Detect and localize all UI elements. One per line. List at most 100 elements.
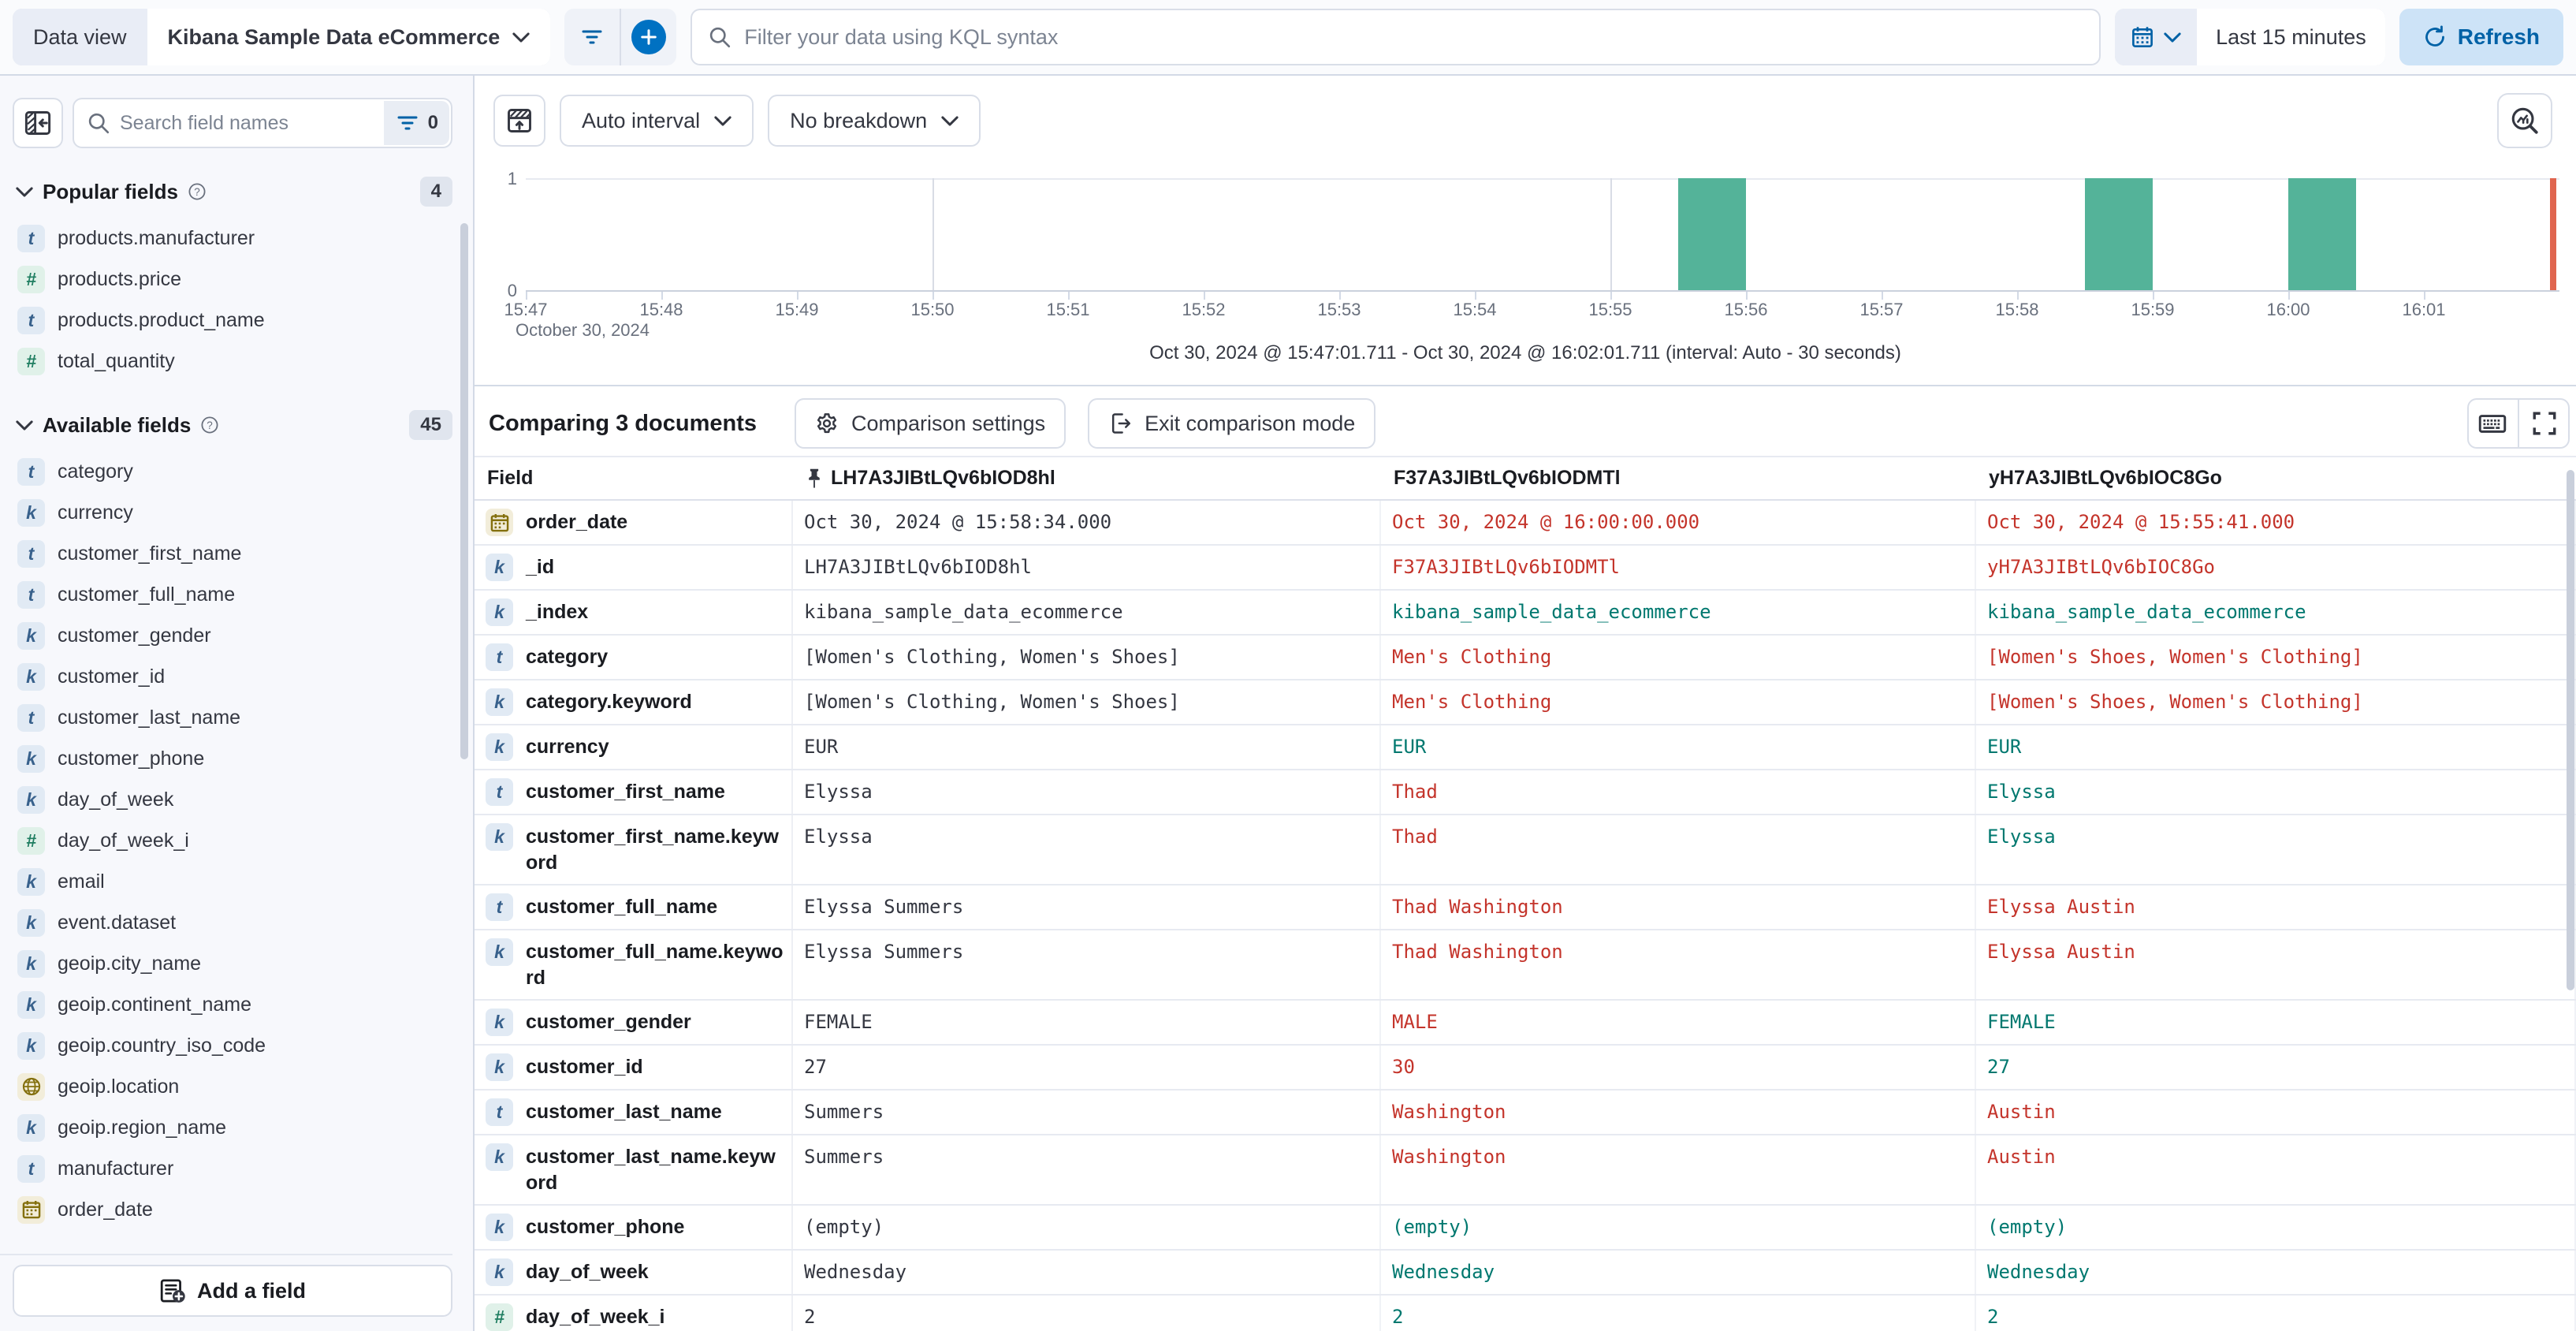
field-cell[interactable]: t customer_first_name: [475, 770, 793, 814]
field-cell[interactable]: k customer_last_name.keyword: [475, 1135, 793, 1204]
add-filter-button[interactable]: [626, 12, 672, 62]
date-picker-button[interactable]: [2115, 9, 2198, 65]
sidebar-field-geoip.country_iso_code[interactable]: k geoip.country_iso_code: [13, 1025, 452, 1066]
svg-text:?: ?: [207, 419, 214, 431]
sidebar-field-geoip.continent_name[interactable]: k geoip.continent_name: [13, 984, 452, 1025]
breakdown-select[interactable]: No breakdown: [768, 95, 981, 147]
plus-icon: [631, 20, 667, 54]
x-axis-tick-mark: [2424, 292, 2425, 300]
field-cell[interactable]: k currency: [475, 725, 793, 769]
table-row: t category [Women's Clothing, Women's Shoe…: [475, 636, 2576, 680]
sidebar-field-day_of_week[interactable]: k day_of_week: [13, 779, 452, 820]
field-cell[interactable]: t customer_last_name: [475, 1091, 793, 1134]
field-name: customer_full_name.keyword: [526, 941, 784, 989]
fullscreen-button[interactable]: [2519, 398, 2570, 449]
sidebar-field-email[interactable]: k email: [13, 861, 452, 902]
hide-chart-button[interactable]: [493, 95, 545, 147]
field-search-box[interactable]: 0: [73, 98, 452, 148]
doc-id-label: LH7A3JIBtLQv6bIOD8hl: [831, 467, 1055, 489]
field-cell[interactable]: k customer_full_name.keyword: [475, 930, 793, 999]
field-cell[interactable]: k category.keyword: [475, 680, 793, 724]
add-field-button[interactable]: Add a field: [13, 1265, 452, 1317]
field-cell[interactable]: k customer_first_name.keyword: [475, 815, 793, 884]
interval-select[interactable]: Auto interval: [560, 95, 754, 147]
time-picker: Last 15 minutes: [2115, 9, 2385, 65]
sidebar-field-customer_gender[interactable]: k customer_gender: [13, 615, 452, 656]
sidebar-field-customer_last_name[interactable]: t customer_last_name: [13, 697, 452, 738]
sidebar-field-geoip.region_name[interactable]: k geoip.region_name: [13, 1107, 452, 1148]
filter-menu-button[interactable]: [569, 12, 615, 62]
field-cell[interactable]: k customer_id: [475, 1046, 793, 1089]
field-cell[interactable]: k customer_phone: [475, 1206, 793, 1249]
doc-value-cell: Summers: [793, 1091, 1381, 1134]
sidebar-field-customer_first_name[interactable]: t customer_first_name: [13, 533, 452, 574]
sidebar-field-customer_full_name[interactable]: t customer_full_name: [13, 574, 452, 615]
sidebar-field-manufacturer[interactable]: t manufacturer: [13, 1148, 452, 1189]
popular-fields-label: Popular fields: [43, 179, 178, 203]
table-row: k category.keyword [Women's Clothing, Wome…: [475, 680, 2576, 725]
field-cell[interactable]: order_date: [475, 501, 793, 544]
table-scrollbar[interactable]: [2567, 470, 2574, 990]
x-axis-tick-label: 15:59: [2131, 300, 2175, 319]
sidebar-field-products.price[interactable]: # products.price: [13, 259, 452, 300]
sidebar-field-geoip.city_name[interactable]: k geoip.city_name: [13, 943, 452, 984]
x-axis-date-label: October 30, 2024: [516, 320, 650, 340]
sidebar-field-order_date[interactable]: order_date: [13, 1189, 452, 1230]
sidebar-field-currency[interactable]: k currency: [13, 492, 452, 533]
histogram-bar[interactable]: [2288, 178, 2356, 290]
field-name: customer_gender: [526, 1011, 691, 1033]
kql-search-bar[interactable]: [691, 9, 2101, 65]
pin-icon[interactable]: [806, 468, 823, 489]
collapse-sidebar-button[interactable]: [13, 98, 63, 148]
globe-type-icon: [17, 1072, 45, 1101]
x-axis-tick-mark: [661, 292, 663, 300]
inspect-chart-button[interactable]: [2497, 93, 2552, 148]
field-cell[interactable]: k _index: [475, 591, 793, 634]
kql-search-input[interactable]: [744, 24, 2084, 50]
sidebar-field-products.product_name[interactable]: t products.product_name: [13, 300, 452, 341]
sidebar-field-products.manufacturer[interactable]: t products.manufacturer: [13, 218, 452, 259]
field-name: email: [58, 870, 105, 893]
field-name: customer_full_name: [58, 583, 236, 606]
available-fields-header[interactable]: Available fields ? 45: [16, 410, 452, 440]
gridline: [526, 178, 2559, 180]
sidebar-field-geoip.location[interactable]: geoip.location: [13, 1066, 452, 1107]
field-cell[interactable]: t customer_full_name: [475, 885, 793, 929]
popular-fields-header[interactable]: Popular fields ? 4: [16, 177, 452, 207]
field-cell[interactable]: # day_of_week_i: [475, 1296, 793, 1331]
sidebar-field-day_of_week_i[interactable]: # day_of_week_i: [13, 820, 452, 861]
histogram-bar[interactable]: [1678, 178, 1746, 290]
chart-controls: Auto interval No breakdown: [493, 95, 981, 147]
field-cell[interactable]: k day_of_week: [475, 1251, 793, 1294]
chart-time-range-caption: Oct 30, 2024 @ 15:47:01.711 - Oct 30, 20…: [1149, 342, 1901, 364]
histogram-bar[interactable]: [2085, 178, 2153, 290]
data-view-select[interactable]: Kibana Sample Data eCommerce: [147, 9, 551, 65]
x-axis-tick-mark: [1610, 292, 1612, 300]
field-filter-button[interactable]: 0: [383, 101, 449, 145]
field-name: geoip.continent_name: [58, 993, 252, 1016]
field-name: order_date: [526, 511, 628, 533]
doc-value-cell: kibana_sample_data_ecommerce: [793, 591, 1381, 634]
sidebar-field-customer_id[interactable]: k customer_id: [13, 656, 452, 697]
filter-controls: [564, 9, 677, 65]
time-range-button[interactable]: Last 15 minutes: [2197, 9, 2385, 65]
field-cell[interactable]: k _id: [475, 546, 793, 589]
field-search-input[interactable]: [120, 111, 374, 135]
field-cell[interactable]: k customer_gender: [475, 1001, 793, 1044]
comparison-settings-button[interactable]: Comparison settings: [795, 398, 1067, 449]
sidebar-scrollbar[interactable]: [460, 223, 468, 759]
sidebar-field-total_quantity[interactable]: # total_quantity: [13, 341, 452, 382]
refresh-button[interactable]: Refresh: [2399, 9, 2563, 65]
sidebar-field-customer_phone[interactable]: k customer_phone: [13, 738, 452, 779]
field-type-badge: k: [17, 949, 45, 978]
field-cell[interactable]: t category: [475, 636, 793, 679]
x-axis-tick-mark: [1746, 292, 1748, 300]
exit-comparison-button[interactable]: Exit comparison mode: [1088, 398, 1376, 449]
table-row: k _id LH7A3JIBtLQv6bIOD8hl F37A3JIBtLQv6bIO…: [475, 546, 2576, 591]
keyboard-shortcuts-button[interactable]: [2467, 398, 2518, 449]
x-axis-tick-label: 15:52: [1182, 300, 1226, 319]
gridline: [1610, 178, 1612, 290]
sidebar-field-category[interactable]: t category: [13, 451, 452, 492]
sidebar-field-event.dataset[interactable]: k event.dataset: [13, 902, 452, 943]
